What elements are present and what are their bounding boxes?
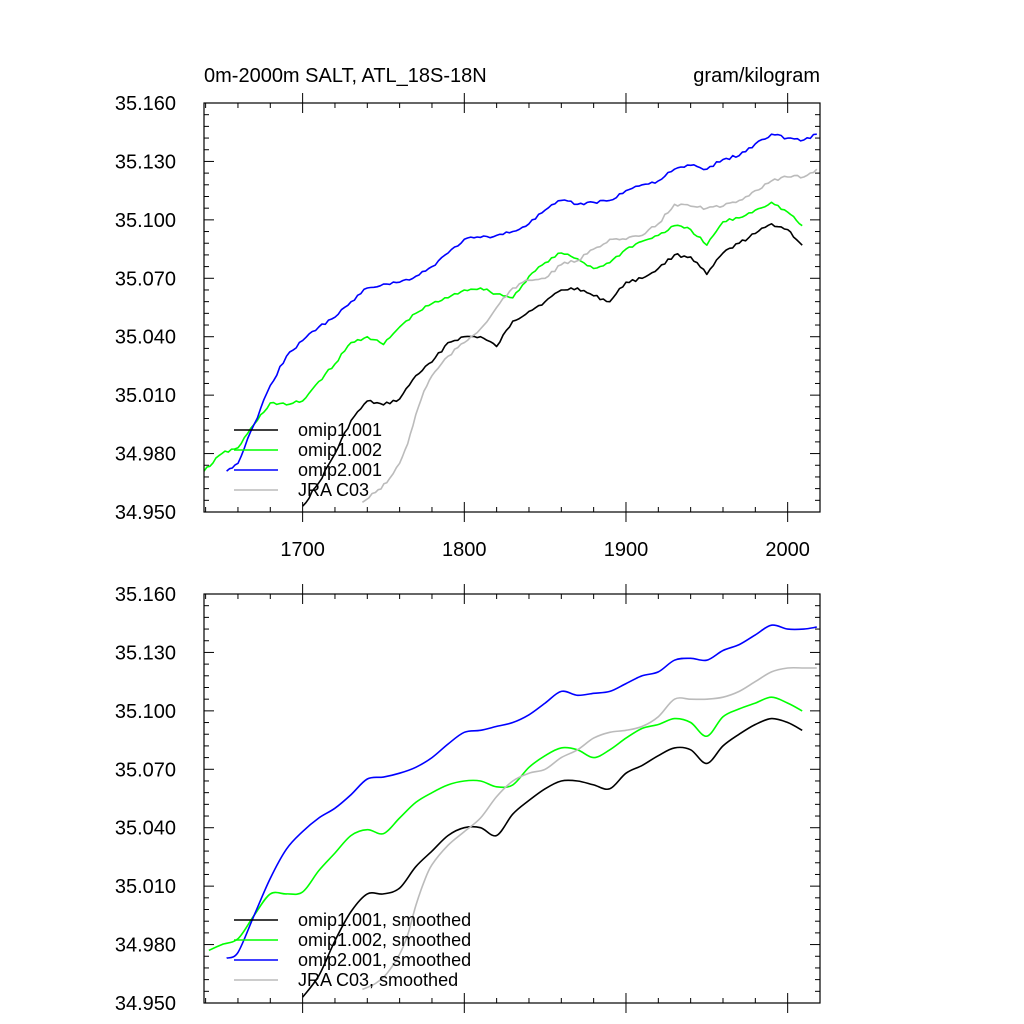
series-line-1 [301, 717, 803, 998]
axis-ticks: 34.950 34.980 35.010 35.040 35.070 35.100 35.1… [115, 93, 821, 561]
legend-label: JRA C03 [298, 480, 369, 500]
panel-raw: 0m-2000m SALT, ATL_18S-18N gram/kilogram… [115, 65, 821, 561]
axis-ticks: 34.950 34.980 35.010 35.040 35.070 35.100 35.1… [115, 584, 821, 1015]
legend-label: omip1.001, smoothed [298, 910, 471, 930]
y-tick-label: 34.980 [115, 935, 176, 957]
y-tick-label: 35.070 [115, 268, 176, 290]
series-line-4 [362, 666, 817, 991]
x-tick-label: 1700 [280, 539, 325, 561]
plot-frame [203, 593, 821, 1004]
y-tick-label: 35.130 [115, 642, 176, 664]
y-tick-label: 35.010 [115, 876, 176, 898]
y-tick-label: 34.950 [115, 502, 176, 524]
series-line-1 [302, 223, 803, 507]
y-tick-label: 34.980 [115, 444, 176, 466]
y-tick-label: 35.010 [115, 385, 176, 407]
series-layer [208, 624, 817, 998]
series-layer [203, 133, 818, 507]
legend-label: omip1.002 [298, 440, 382, 460]
series-line-3 [226, 133, 817, 472]
y-tick-label: 35.040 [115, 327, 176, 349]
legend-label: omip1.002, smoothed [298, 930, 471, 950]
y-tick-label: 35.100 [115, 210, 176, 232]
x-tick-label: 1800 [442, 539, 487, 561]
plot-frame [203, 102, 821, 513]
chart-title: 0m-2000m SALT, ATL_18S-18N [204, 65, 487, 87]
x-tick-label: 2000 [765, 539, 810, 561]
series-line-4 [361, 168, 818, 503]
legend-label: omip2.001, smoothed [298, 950, 471, 970]
y-tick-label: 34.950 [115, 993, 176, 1015]
y-tick-label: 35.160 [115, 584, 176, 606]
legend-label: omip1.001 [298, 420, 382, 440]
y-tick-label: 35.130 [115, 151, 176, 173]
legend-label: omip2.001 [298, 460, 382, 480]
series-line-2 [203, 201, 803, 472]
series-line-3 [226, 624, 817, 959]
y-tick-label: 35.070 [115, 759, 176, 781]
y-tick-label: 35.100 [115, 701, 176, 723]
y-tick-label: 35.040 [115, 818, 176, 840]
legend-label: JRA C03, smoothed [298, 970, 458, 990]
units-label: gram/kilogram [693, 65, 820, 87]
y-tick-label: 35.160 [115, 93, 176, 115]
x-tick-label: 1900 [604, 539, 649, 561]
panel-smoothed: 34.950 34.980 35.010 35.040 35.070 35.100 35.1… [115, 584, 821, 1015]
